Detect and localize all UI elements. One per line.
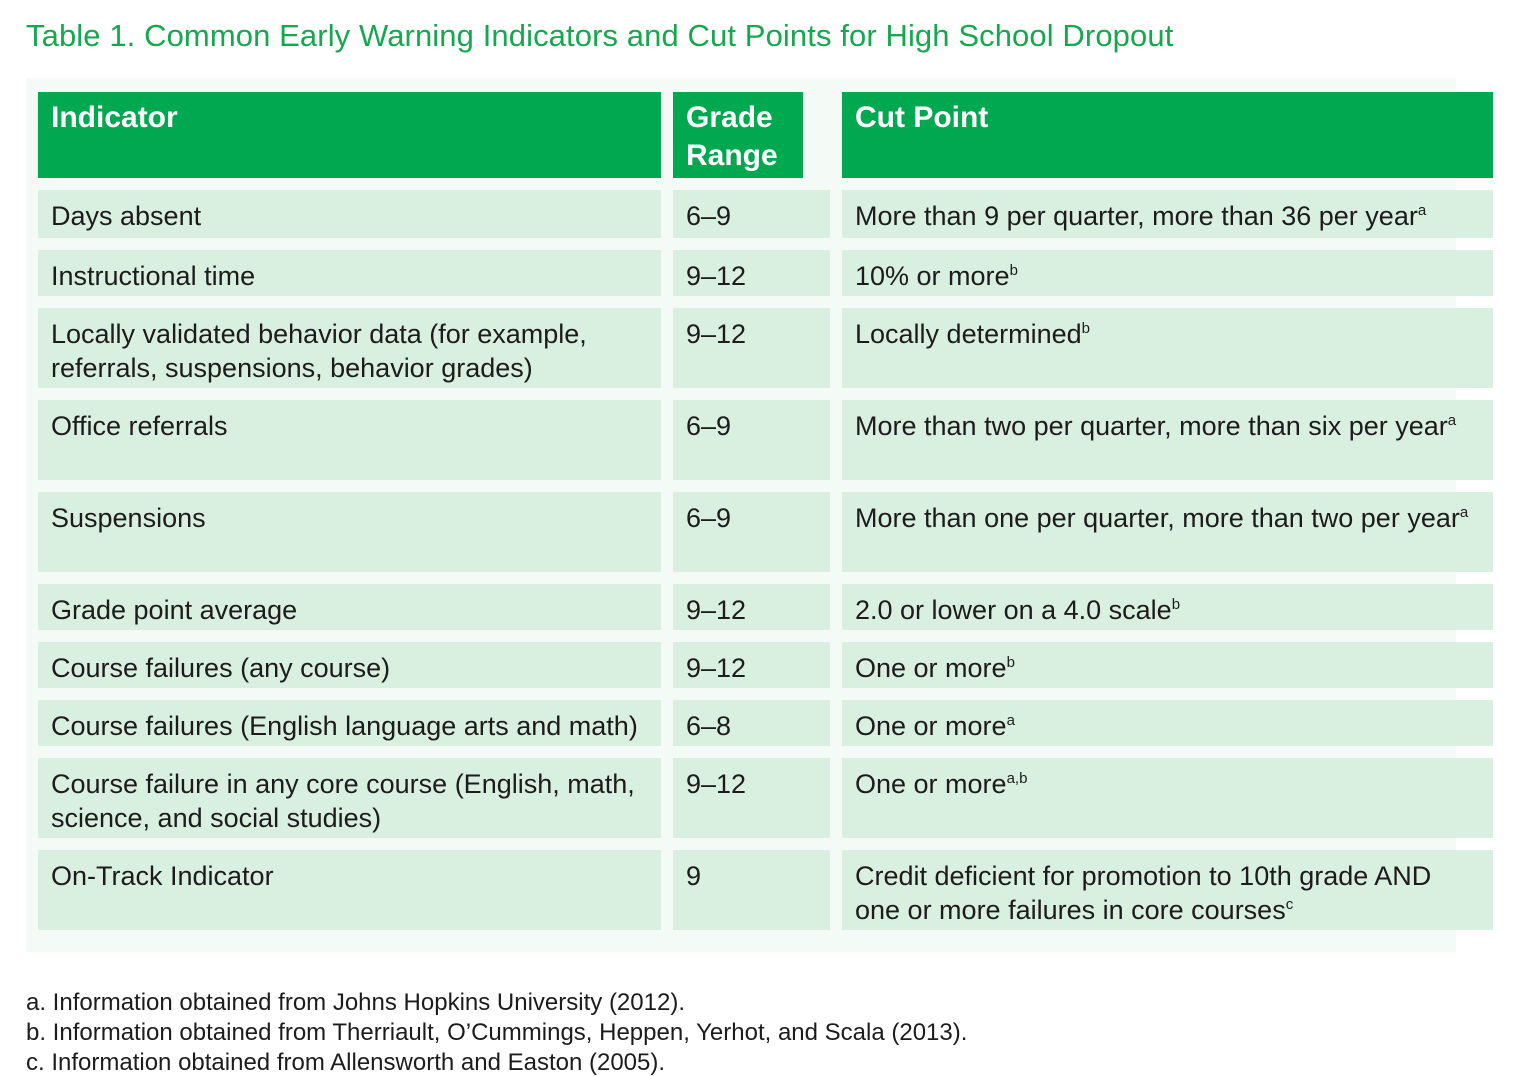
cut-point-text: Credit deficient for promotion to 10th g… — [855, 861, 1432, 925]
cell-grade-range: 9–12 — [673, 758, 830, 838]
cell-indicator: Suspensions — [38, 492, 661, 572]
footnote-marker: a,b — [1006, 770, 1028, 787]
cell-grade-range: 6–9 — [673, 492, 830, 572]
footnote-a: a. Information obtained from Johns Hopki… — [26, 989, 685, 1016]
cell-cut-point: One or morea,b — [842, 758, 1493, 838]
cell-indicator: Grade point average — [38, 584, 661, 630]
header-grade-range: Grade Range — [673, 92, 803, 178]
footnote-marker: b — [1171, 596, 1181, 613]
cell-cut-point: 2.0 or lower on a 4.0 scaleb — [842, 584, 1493, 630]
header-cut-point: Cut Point — [842, 92, 1493, 178]
cell-cut-point: One or morea — [842, 700, 1493, 746]
footnote-marker: a — [1447, 412, 1457, 429]
cell-cut-point: More than two per quarter, more than six… — [842, 400, 1493, 480]
cell-grade-range: 6–8 — [673, 700, 830, 746]
footnote-c: c. Information obtained from Allensworth… — [26, 1049, 666, 1076]
header-indicator: Indicator — [38, 92, 661, 178]
cell-grade-range: 9–12 — [673, 250, 830, 296]
cell-indicator: Course failures (any course) — [38, 642, 661, 688]
cell-grade-range: 9–12 — [673, 308, 830, 388]
footnote-marker: a — [1006, 712, 1015, 729]
cell-cut-point: More than one per quarter, more than two… — [842, 492, 1493, 572]
footnotes: a. Information obtained from Johns Hopki… — [26, 988, 967, 1076]
cut-point-text: One or more — [855, 711, 1007, 741]
cell-cut-point: More than 9 per quarter, more than 36 pe… — [842, 190, 1493, 238]
cell-indicator: Days absent — [38, 190, 661, 238]
cell-indicator: Office referrals — [38, 400, 661, 480]
cell-cut-point: 10% or moreb — [842, 250, 1493, 296]
footnote-marker: a — [1459, 504, 1469, 521]
cell-cut-point: Locally determinedb — [842, 308, 1493, 388]
footnote-marker: b — [1009, 262, 1018, 279]
footnote-marker: a — [1417, 202, 1427, 219]
cell-cut-point: Credit deficient for promotion to 10th g… — [842, 850, 1493, 930]
cut-point-text: Locally determined — [855, 319, 1082, 349]
footnote-marker: b — [1006, 654, 1015, 671]
cut-point-text: 10% or more — [855, 261, 1010, 291]
footnote-marker: c — [1285, 896, 1294, 913]
cut-point-text: One or more — [855, 653, 1007, 683]
cell-indicator: Course failure in any core course (Engli… — [38, 758, 661, 838]
cell-grade-range: 6–9 — [673, 190, 830, 238]
cell-cut-point: One or moreb — [842, 642, 1493, 688]
cell-indicator: Locally validated behavior data (for exa… — [38, 308, 661, 388]
cell-grade-range: 9 — [673, 850, 830, 930]
cut-point-text: More than one per quarter, more than two… — [855, 503, 1460, 533]
footnote-marker: b — [1081, 320, 1090, 337]
cell-grade-range: 9–12 — [673, 584, 830, 630]
table-title: Table 1. Common Early Warning Indicators… — [26, 18, 1174, 53]
cell-indicator: Course failures (English language arts a… — [38, 700, 661, 746]
cut-point-text: More than 9 per quarter, more than 36 pe… — [855, 201, 1418, 231]
cut-point-text: More than two per quarter, more than six… — [855, 411, 1448, 441]
indicators-table: Indicator Grade Range Cut Point Days abs… — [38, 92, 1493, 930]
cell-indicator: Instructional time — [38, 250, 661, 296]
cut-point-text: One or more — [855, 769, 1007, 799]
cell-grade-range: 9–12 — [673, 642, 830, 688]
cell-indicator: On-Track Indicator — [38, 850, 661, 930]
cell-grade-range: 6–9 — [673, 400, 830, 480]
footnote-b: b. Information obtained from Therriault,… — [26, 1019, 968, 1046]
cut-point-text: 2.0 or lower on a 4.0 scale — [855, 595, 1172, 625]
